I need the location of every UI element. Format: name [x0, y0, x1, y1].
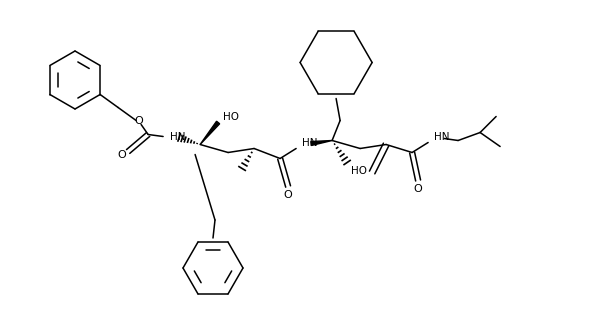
Text: O: O: [284, 190, 292, 201]
Polygon shape: [311, 140, 332, 145]
Polygon shape: [200, 121, 220, 145]
Text: O: O: [414, 184, 422, 195]
Text: O: O: [135, 115, 143, 125]
Text: HN: HN: [434, 131, 450, 142]
Text: HO: HO: [223, 113, 239, 122]
Text: HN: HN: [170, 131, 186, 142]
Text: HN: HN: [302, 137, 318, 147]
Text: O: O: [118, 150, 126, 160]
Text: HO: HO: [351, 166, 367, 175]
